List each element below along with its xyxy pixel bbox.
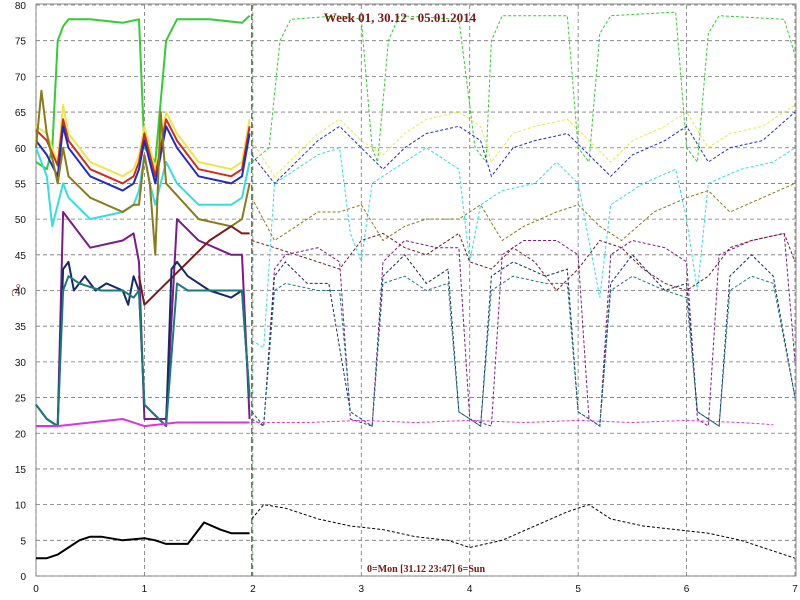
y-axis-label: °C — [9, 284, 23, 297]
series-forecast-line-2 — [251, 104, 796, 178]
series-forecast-line-9 — [251, 254, 796, 428]
y-tick-label: 50 — [15, 215, 27, 226]
x-tick-label: 0 — [33, 584, 39, 595]
y-tick-label: 5 — [20, 536, 26, 547]
y-tick-label: 60 — [15, 144, 27, 155]
series-line-10 — [35, 275, 251, 428]
x-tick-label: 6 — [684, 584, 690, 595]
series-line-4 — [35, 125, 251, 192]
series-forecast-line-10 — [251, 275, 796, 428]
x-tick-label: 5 — [575, 584, 581, 595]
y-tick-labels: 0 5 10 15 20 25 30 35 40 45 50 55 60 65 70 75 80 — [15, 1, 27, 583]
series-line-2 — [35, 103, 251, 178]
y-tick-label: 75 — [15, 37, 27, 48]
y-tick-label: 80 — [15, 1, 27, 12]
series-forecast-line-5 — [251, 147, 796, 349]
legend-footnote: 0=Mon [31.12 23:47] 6=Sun — [367, 564, 486, 575]
y-tick-label: 20 — [15, 429, 27, 440]
x-tick-label: 3 — [359, 584, 365, 595]
series-line-11 — [36, 418, 250, 428]
plot-frame — [35, 3, 797, 577]
y-tick-label: 40 — [15, 287, 27, 298]
series-forecast-line-8 — [251, 232, 796, 292]
chart-title: Week 01, 30.12 - 05.01.2014 — [324, 10, 477, 25]
series-line-12 — [36, 521, 250, 560]
series-line-1 — [35, 14, 251, 171]
series-forecast-line-11 — [251, 419, 774, 426]
y-tick-label: 25 — [15, 394, 27, 405]
series-forecast-line-1 — [251, 11, 796, 164]
y-tick-label: 30 — [15, 358, 27, 369]
y-tick-label: 15 — [15, 465, 27, 476]
y-tick-label: 55 — [15, 179, 27, 190]
x-tick-label: 1 — [142, 584, 148, 595]
y-tick-label: 35 — [15, 322, 27, 333]
series-lines — [35, 11, 796, 560]
series-line-9 — [35, 260, 251, 428]
y-tick-label: 10 — [15, 501, 27, 512]
series-line-8 — [138, 225, 250, 306]
series-line-7 — [36, 211, 251, 428]
x-tick-labels: 0 1 2 3 4 5 6 7 — [33, 584, 798, 595]
y-tick-label: 0 — [20, 572, 26, 583]
x-tick-label: 4 — [467, 584, 473, 595]
series-forecast-line-12 — [251, 504, 796, 559]
x-tick-label: 7 — [792, 584, 798, 595]
x-tick-label: 2 — [250, 584, 256, 595]
series-forecast-line-4 — [251, 111, 796, 185]
series-line-6 — [35, 89, 251, 256]
y-tick-label: 65 — [15, 108, 27, 119]
y-tick-label: 45 — [15, 251, 27, 262]
y-tick-label: 70 — [15, 72, 27, 83]
series-forecast-line-6 — [251, 182, 796, 242]
